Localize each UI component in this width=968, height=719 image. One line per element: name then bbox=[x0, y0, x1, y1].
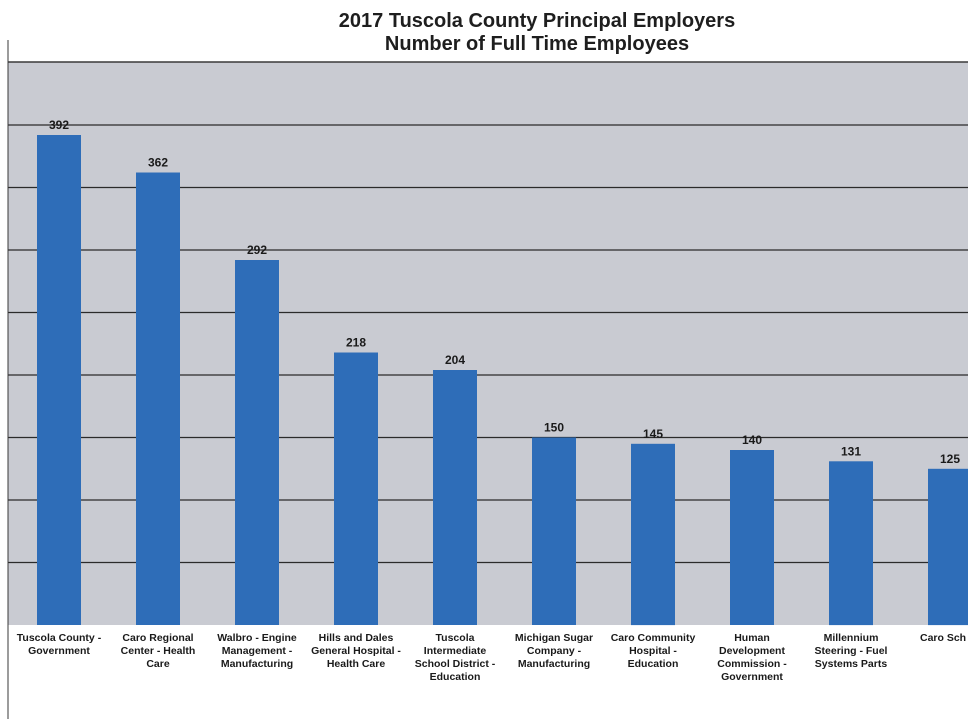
bar-data-label: 204 bbox=[445, 353, 465, 367]
chart-title: 2017 Tuscola County Principal Employers … bbox=[0, 10, 968, 56]
bar bbox=[433, 370, 477, 625]
bar-data-label: 125 bbox=[940, 452, 960, 466]
x-tick-label: Tuscola Intermediate School District - E… bbox=[414, 632, 496, 683]
bar-data-label: 131 bbox=[841, 444, 861, 458]
bar bbox=[235, 260, 279, 625]
bar bbox=[829, 461, 873, 626]
bar bbox=[136, 172, 180, 625]
x-tick-label: Tuscola County - Government bbox=[16, 632, 102, 657]
x-tick-label: Human Development Commission - Governmen… bbox=[717, 632, 787, 683]
bar-data-label: 292 bbox=[247, 243, 267, 257]
chart-title-line-1: 2017 Tuscola County Principal Employers bbox=[338, 10, 736, 32]
bar-data-label: 150 bbox=[544, 421, 564, 435]
bar bbox=[334, 352, 378, 625]
x-tick-label: Caro Regional Center - Health Care bbox=[120, 632, 196, 670]
bar-data-label: 362 bbox=[148, 156, 168, 170]
bars bbox=[37, 135, 968, 626]
bar-data-label: 145 bbox=[643, 427, 663, 441]
data-labels: 392 362 292 218 204 150 145 140 131 125 bbox=[49, 118, 960, 466]
x-tick-label: Hills and Dales General Hospital - Healt… bbox=[311, 632, 401, 670]
x-tick-label: Michigan Sugar Company - Manufacturing bbox=[514, 632, 594, 670]
x-tick-label: Millennium Steering - Fuel Systems Parts bbox=[814, 632, 888, 670]
bar-data-label: 392 bbox=[49, 118, 69, 132]
bar-data-label: 218 bbox=[346, 336, 366, 350]
bar bbox=[928, 468, 968, 626]
x-tick-label: Caro Sch bbox=[920, 632, 967, 644]
bar bbox=[37, 135, 81, 625]
bar bbox=[532, 437, 576, 625]
bar bbox=[730, 450, 774, 625]
bar-data-label: 140 bbox=[742, 433, 762, 447]
x-tick-label: Walbro - Engine Management - Manufacturi… bbox=[217, 632, 297, 670]
bar bbox=[631, 443, 675, 626]
chart-title-line-2: Number of Full Time Employees bbox=[384, 33, 690, 55]
x-tick-label: Caro Community Hospital - Education bbox=[610, 632, 696, 670]
